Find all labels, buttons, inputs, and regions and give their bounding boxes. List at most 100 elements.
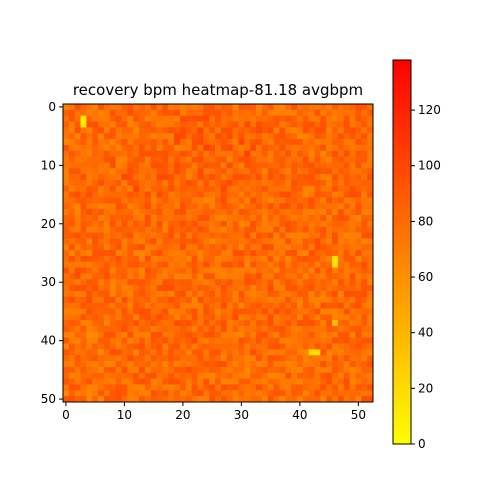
heatmap-cell	[291, 226, 298, 233]
heatmap-cell	[63, 185, 70, 192]
heatmap-cell	[209, 174, 216, 181]
heatmap-cell	[144, 104, 152, 111]
heatmap-cell	[279, 197, 286, 204]
heatmap-cell	[296, 220, 304, 228]
heatmap-cell	[191, 390, 198, 397]
heatmap-cell	[367, 197, 374, 204]
heatmap-cell	[103, 331, 111, 339]
heatmap-cell	[63, 285, 70, 292]
heatmap-cell	[320, 273, 327, 280]
heatmap-cell	[232, 127, 239, 134]
heatmap-cell	[232, 238, 239, 245]
heatmap-cell	[139, 115, 146, 122]
heatmap-cell	[191, 255, 198, 263]
heatmap-cell	[174, 185, 181, 192]
heatmap-cell	[162, 337, 169, 344]
heatmap-cell	[92, 162, 99, 169]
heatmap-cell	[261, 197, 269, 204]
heatmap-cell	[215, 250, 222, 257]
heatmap-cell	[279, 273, 286, 280]
heatmap-cell	[226, 378, 233, 385]
heatmap-cell	[215, 296, 222, 304]
heatmap-cell	[343, 203, 350, 210]
heatmap-cell	[103, 109, 111, 117]
heatmap-cell	[343, 250, 350, 257]
heatmap-cell	[349, 390, 356, 397]
heatmap-cell	[197, 337, 204, 344]
heatmap-cell	[226, 232, 233, 239]
heatmap-cell	[302, 185, 310, 192]
heatmap-cell	[291, 209, 298, 216]
heatmap-cell	[86, 261, 93, 268]
heatmap-cell	[162, 104, 169, 111]
heatmap-cell	[361, 308, 368, 315]
heatmap-cell	[273, 349, 280, 356]
heatmap-cell	[80, 244, 87, 251]
heatmap-cell	[279, 250, 286, 257]
heatmap-cell	[238, 174, 245, 181]
heatmap-cell	[68, 150, 76, 157]
heatmap-cell	[291, 121, 298, 128]
heatmap-cell	[179, 174, 187, 181]
heatmap-cell	[349, 372, 356, 379]
heatmap-cell	[355, 308, 362, 315]
heatmap-cell	[302, 343, 310, 350]
heatmap-cell	[150, 220, 157, 228]
heatmap-cell	[308, 372, 315, 379]
heatmap-cell	[355, 133, 362, 140]
heatmap-cell	[139, 220, 146, 228]
heatmap-cell	[209, 349, 216, 356]
heatmap-cell	[174, 302, 181, 309]
heatmap-cell	[326, 378, 333, 385]
heatmap-cell	[139, 144, 146, 152]
heatmap-cell	[209, 302, 216, 309]
heatmap-cell	[156, 372, 163, 379]
heatmap-cell	[144, 244, 152, 251]
heatmap-cell	[168, 115, 175, 122]
heatmap-cell	[174, 226, 181, 233]
heatmap-cell	[144, 366, 152, 374]
heatmap-cell	[197, 366, 204, 374]
heatmap-cell	[343, 139, 350, 146]
heatmap-cell	[98, 185, 105, 192]
heatmap-cell	[209, 121, 216, 128]
heatmap-cell	[174, 314, 181, 321]
heatmap-cell	[215, 162, 222, 169]
heatmap-cell	[68, 203, 76, 210]
heatmap-cell	[291, 366, 298, 374]
heatmap-cell	[320, 162, 327, 169]
heatmap-cell	[337, 238, 345, 245]
heatmap-cell	[98, 238, 105, 245]
heatmap-cell	[226, 337, 233, 344]
heatmap-cell	[326, 121, 333, 128]
heatmap-cell	[355, 366, 362, 374]
heatmap-cell	[144, 302, 152, 309]
heatmap-cell	[232, 290, 239, 298]
heatmap-cell	[103, 314, 111, 321]
heatmap-cell	[302, 366, 310, 374]
heatmap-cell	[361, 267, 368, 274]
heatmap-cell	[361, 331, 368, 339]
heatmap-cell	[314, 203, 321, 210]
heatmap-cell	[191, 349, 198, 356]
heatmap-cell	[127, 355, 134, 362]
heatmap-cell	[215, 226, 222, 233]
heatmap-cell	[121, 115, 128, 122]
heatmap-cell	[320, 144, 327, 152]
heatmap-cell	[92, 109, 99, 117]
heatmap-cell	[185, 121, 193, 128]
heatmap-cell	[150, 308, 157, 315]
heatmap-cell	[168, 238, 175, 245]
heatmap-cell	[320, 308, 327, 315]
x-axis: 0 10 20 30 40 50	[62, 402, 366, 422]
heatmap-cell	[127, 144, 134, 152]
heatmap-cell	[139, 355, 146, 362]
heatmap-cell	[244, 168, 251, 175]
heatmap-cell	[168, 215, 175, 222]
heatmap-cell	[209, 267, 216, 274]
heatmap-cell	[285, 296, 292, 304]
heatmap-cell	[355, 115, 362, 122]
heatmap-cell	[320, 244, 327, 251]
heatmap-cell	[156, 133, 163, 140]
heatmap-cell	[162, 314, 169, 321]
